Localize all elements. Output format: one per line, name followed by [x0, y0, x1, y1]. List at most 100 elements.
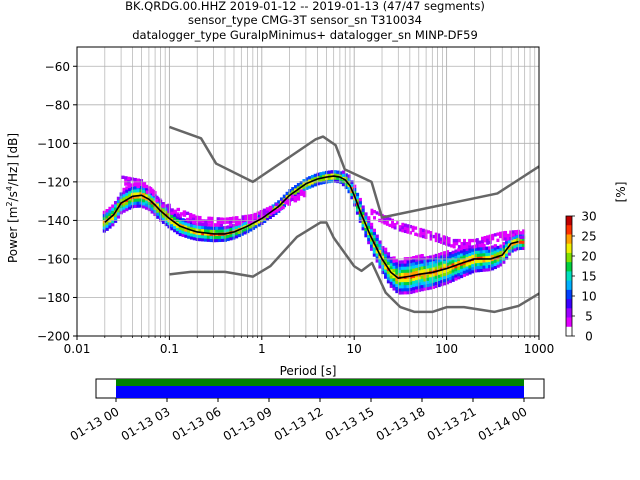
heatmap-cell [111, 207, 115, 211]
heatmap-cell [139, 191, 143, 196]
heatmap-cell [178, 223, 182, 227]
heatmap-cell [181, 230, 185, 234]
colorbar-tick-label: 20 [581, 250, 596, 264]
heatmap-cell [409, 290, 413, 295]
heatmap-cell [212, 226, 216, 230]
heatmap-cell [302, 188, 306, 192]
heatmap-cell [454, 264, 458, 269]
heatmap-cell [176, 207, 181, 212]
heatmap-cell [504, 230, 508, 235]
heatmap-cell [150, 194, 154, 199]
colorbar-segment [566, 317, 572, 328]
heatmap-cell [507, 246, 512, 250]
heatmap-cell [187, 232, 191, 236]
heatmap-cell [198, 225, 202, 229]
heatmap-cell [459, 253, 464, 257]
heatmap-cell [445, 253, 450, 257]
heatmap-cell [378, 243, 382, 247]
heatmap-cell [378, 255, 382, 260]
heatmap-cell [445, 277, 450, 282]
heatmap-cell [344, 176, 348, 180]
heatmap-cell [454, 258, 458, 263]
heatmap-cell [426, 283, 430, 288]
heatmap-cell [493, 250, 497, 254]
heatmap-cell [482, 246, 486, 251]
heatmap-cell [474, 250, 478, 255]
heatmap-cell [437, 239, 441, 243]
heatmap-cell [164, 222, 168, 227]
heatmap-cell [519, 243, 523, 247]
heatmap-cell [429, 273, 433, 278]
heatmap-cell [454, 261, 458, 266]
heatmap-cell [144, 200, 149, 204]
heatmap-cell [499, 250, 503, 255]
heatmap-cell [150, 210, 154, 214]
heatmap-cell [133, 181, 137, 185]
heatmap-cell [474, 262, 478, 267]
coverage-tick-label: 01-13 15 [323, 404, 377, 443]
heatmap-cell [250, 220, 254, 224]
heatmap-cell [241, 215, 245, 219]
heatmap-cell [347, 186, 351, 191]
heatmap-cell [184, 234, 188, 238]
heatmap-cell [108, 206, 112, 211]
heatmap-cell [144, 184, 149, 189]
heatmap-cell [479, 262, 483, 266]
heatmap-cell [375, 234, 379, 238]
heatmap-cell [207, 219, 211, 224]
heatmap-cell [182, 210, 187, 214]
heatmap-cell [122, 197, 126, 201]
heatmap-cell [434, 232, 438, 236]
heatmap-cell [372, 234, 376, 239]
heatmap-cell [395, 277, 399, 281]
heatmap-cell [457, 238, 461, 243]
heatmap-cell [465, 247, 469, 252]
heatmap-cell [519, 240, 523, 244]
heatmap-cell [414, 276, 419, 281]
heatmap-cell [462, 267, 467, 271]
heatmap-cell [420, 275, 424, 279]
heatmap-cell [409, 259, 413, 264]
heatmap-cell [389, 272, 393, 276]
heatmap-cell [111, 219, 115, 224]
title-line-1: BK.QRDG.00.HHZ 2019-01-12 -- 2019-01-13 … [125, 0, 485, 13]
heatmap-cell [133, 195, 137, 199]
heatmap-cell [465, 269, 469, 273]
heatmap-cell [439, 240, 443, 244]
heatmap-cell [358, 204, 362, 208]
heatmap-cell [287, 202, 291, 206]
heatmap-cell [305, 186, 309, 190]
heatmap-cell [369, 225, 374, 230]
heatmap-cell [310, 181, 315, 185]
heatmap-cell [474, 259, 478, 264]
heatmap-cell [336, 173, 340, 177]
heatmap-cell [398, 272, 402, 277]
y-label-part-1: Power [m [6, 207, 20, 263]
y-label-sup-1: 2 [5, 201, 14, 206]
heatmap-cell [265, 210, 270, 214]
heatmap-cell [133, 204, 137, 208]
heatmap-cell [364, 230, 368, 235]
heatmap-cell [423, 287, 427, 291]
heatmap-cell [434, 235, 438, 240]
heatmap-cell [139, 204, 143, 208]
heatmap-cell [310, 184, 315, 188]
heatmap-cell [347, 189, 351, 194]
heatmap-cell [429, 231, 433, 235]
heatmap-cell [417, 263, 422, 268]
heatmap-cell [455, 238, 459, 243]
heatmap-cell [482, 252, 486, 257]
heatmap-cell [401, 228, 405, 233]
heatmap-cell [505, 240, 509, 245]
heatmap-cell [353, 190, 357, 195]
heatmap-cell [513, 238, 517, 243]
heatmap-cell [219, 220, 224, 224]
heatmap-cell [434, 266, 438, 270]
heatmap-cell [116, 196, 121, 201]
colorbar-segment [566, 252, 572, 263]
heatmap-cell [442, 235, 446, 239]
heatmap-cell [268, 205, 273, 210]
heatmap-cell [516, 231, 520, 235]
heatmap-cell [398, 260, 402, 264]
heatmap-cell [420, 281, 424, 286]
